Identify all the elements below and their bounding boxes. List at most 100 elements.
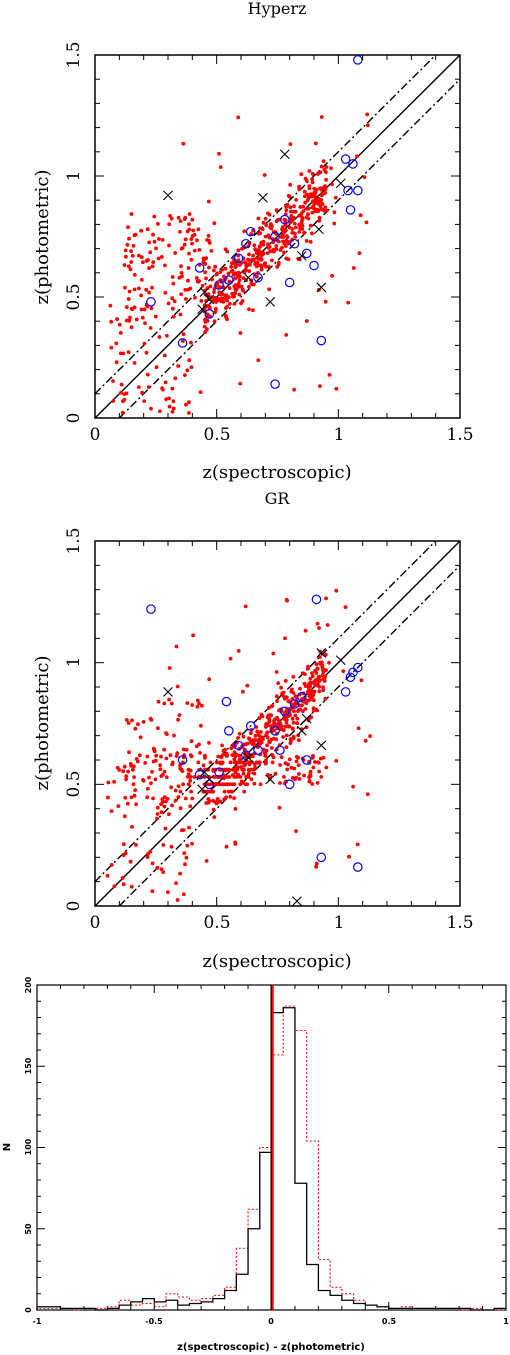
red-point (213, 295, 217, 300)
red-point (129, 306, 134, 311)
red-point (318, 661, 323, 666)
red-point (197, 248, 202, 252)
red-point (181, 747, 186, 752)
red-point (130, 718, 134, 723)
red-point (153, 314, 158, 319)
red-point (290, 716, 295, 721)
red-point (293, 703, 297, 708)
red-point (318, 186, 322, 191)
red-point (237, 263, 242, 267)
red-point (200, 703, 204, 708)
red-point (355, 154, 359, 159)
red-point (190, 703, 195, 707)
red-point (303, 200, 307, 205)
red-point (159, 255, 164, 259)
blue-circle (352, 662, 363, 673)
red-point (316, 760, 321, 765)
red-point (251, 767, 256, 772)
red-point (231, 767, 236, 772)
red-point (291, 215, 296, 220)
red-point (292, 709, 296, 714)
gr-xtick-2: 1 (334, 913, 345, 933)
red-point (207, 238, 211, 243)
black-cross (204, 774, 215, 785)
hist-xtick-4: 1 (503, 1317, 509, 1326)
red-point (162, 353, 167, 358)
red-point (140, 390, 145, 395)
red-point (228, 301, 232, 306)
red-point (121, 769, 126, 774)
red-point (153, 777, 158, 782)
red-point (252, 762, 257, 767)
red-point (215, 797, 220, 801)
red-point (123, 248, 128, 253)
red-point (191, 633, 196, 638)
red-point (230, 789, 235, 794)
red-point (243, 260, 247, 265)
red-point (223, 266, 228, 271)
red-point (239, 765, 243, 769)
red-point (106, 780, 111, 785)
red-point (264, 223, 269, 228)
red-point (245, 741, 250, 746)
red-point (151, 796, 156, 801)
red-point (307, 779, 312, 784)
red-point (232, 760, 237, 765)
red-point (208, 284, 213, 289)
red-point (176, 717, 181, 722)
red-point (264, 758, 268, 763)
red-point (151, 260, 156, 264)
red-point (129, 260, 134, 264)
red-point (234, 753, 239, 758)
red-point (187, 411, 191, 415)
red-point (315, 621, 320, 626)
red-point (164, 775, 169, 780)
red-point (356, 726, 361, 731)
red-point (219, 755, 224, 760)
red-point (179, 292, 184, 297)
red-point (229, 746, 234, 751)
red-point (213, 800, 218, 804)
red-point (175, 898, 180, 902)
red-point (137, 253, 141, 258)
red-point (292, 766, 297, 771)
red-point (150, 861, 155, 866)
red-point (128, 315, 132, 320)
red-point (245, 782, 250, 787)
red-point (145, 795, 150, 800)
red-point (332, 210, 337, 215)
red-point (317, 674, 322, 679)
red-point (139, 278, 144, 282)
red-point (233, 840, 238, 845)
red-point (293, 713, 298, 718)
red-point (226, 789, 231, 794)
red-point (297, 772, 301, 776)
red-point (184, 297, 188, 301)
red-point (183, 796, 188, 801)
red-point (287, 194, 292, 199)
red-point (269, 713, 273, 718)
red-point (156, 222, 160, 226)
red-point (149, 406, 153, 411)
red-point (313, 200, 318, 205)
red-point (183, 288, 188, 292)
red-point (134, 802, 139, 807)
red-point (207, 741, 211, 745)
red-point (287, 757, 292, 762)
red-point (242, 767, 246, 772)
red-point (126, 350, 131, 354)
red-point (296, 708, 301, 712)
hyperz-xtick-0: 0 (90, 425, 101, 445)
red-point (236, 248, 241, 253)
red-point (252, 272, 257, 276)
red-point (233, 288, 238, 293)
red-point (216, 297, 221, 301)
black-cross (204, 294, 215, 305)
red-point (283, 717, 288, 722)
red-point (246, 767, 251, 772)
red-point (247, 307, 251, 312)
red-point (239, 301, 243, 306)
red-point (181, 828, 186, 832)
red-point (155, 865, 160, 870)
red-point (318, 204, 323, 209)
